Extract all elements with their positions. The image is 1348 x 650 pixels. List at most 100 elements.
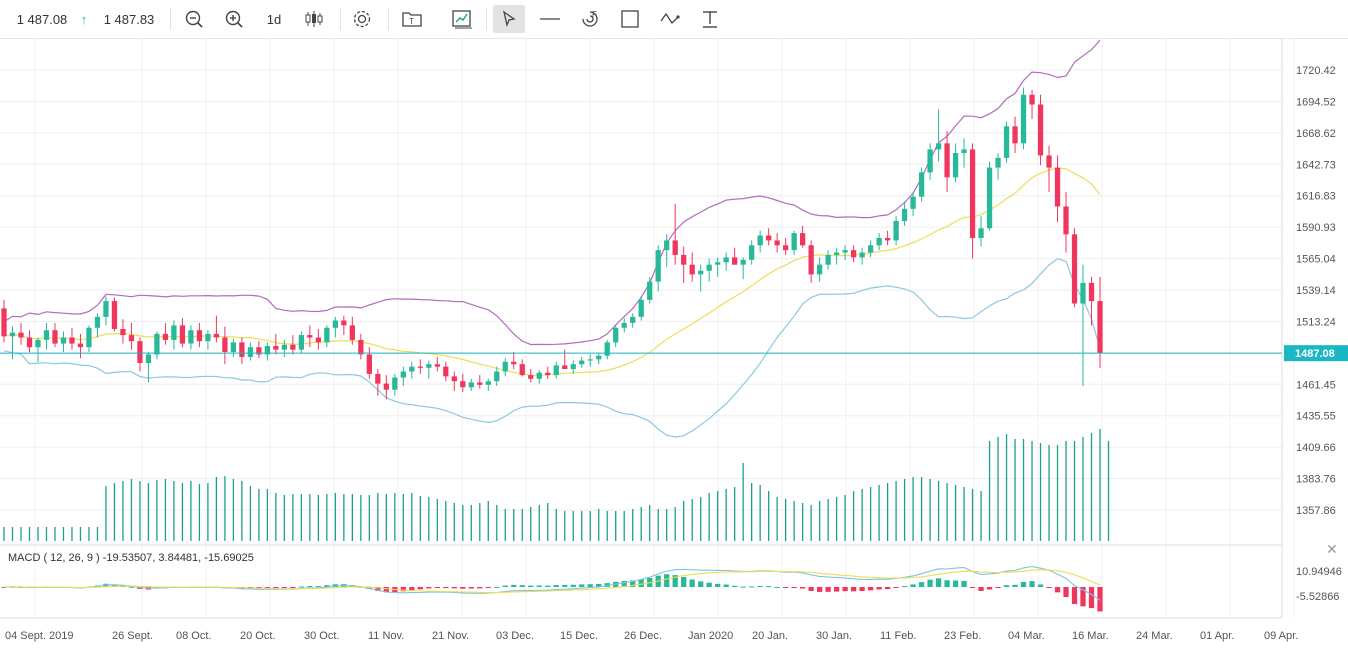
macd-histogram-bar	[494, 586, 500, 588]
zoom-out-icon[interactable]	[180, 5, 208, 33]
zoom-in-icon[interactable]	[220, 5, 248, 33]
time-axis: 04 Sept. 2019 26 Sept. 08 Oct. 20 Oct. 30 Oc…	[5, 630, 1298, 642]
text-icon[interactable]	[696, 5, 724, 33]
macd-histogram-bar	[986, 587, 993, 590]
candle-body	[816, 264, 823, 275]
candle-body	[867, 245, 874, 253]
x-tick-label: 11 Feb.	[880, 630, 917, 642]
macd-histogram-bar	[536, 585, 542, 587]
candle-body	[366, 354, 372, 374]
x-tick-label: 03 Dec.	[496, 630, 534, 642]
candle-body	[825, 254, 831, 265]
macd-histogram-bar	[833, 587, 840, 592]
candle-body	[1029, 94, 1035, 105]
candle-body	[511, 361, 517, 365]
macd-histogram-bar	[562, 585, 568, 587]
macd-histogram-bar	[825, 587, 831, 592]
candle-body	[630, 316, 636, 323]
x-tick-label: 30 Jan.	[816, 630, 852, 642]
candle-body	[460, 381, 466, 388]
macd-histogram-bar	[969, 587, 976, 588]
candles-icon[interactable]	[300, 5, 328, 33]
macd-histogram-bar	[315, 586, 321, 588]
candle-body	[451, 376, 457, 382]
fibonacci-icon[interactable]: F	[576, 5, 604, 33]
candle-body	[35, 339, 41, 348]
candle-body	[978, 228, 984, 238]
candle-body	[969, 149, 976, 238]
x-tick-label: 09 Apr.	[1264, 630, 1298, 642]
candle-body	[171, 325, 177, 340]
macd-histogram-bar	[1088, 587, 1095, 609]
macd-histogram-bar	[867, 587, 874, 591]
candle-body	[477, 382, 483, 385]
candle-body	[893, 220, 899, 241]
macd-histogram-bar	[715, 583, 721, 587]
macd-histogram-bar	[927, 579, 933, 587]
candle-body	[9, 332, 16, 337]
macd-histogram-bar	[511, 584, 517, 587]
candle-body	[443, 366, 449, 377]
candle-body	[400, 371, 406, 378]
chart-type-icon[interactable]	[448, 5, 476, 33]
macd-histogram-bar	[570, 584, 576, 587]
timeframe-button[interactable]: 1d	[266, 11, 282, 27]
candle-body	[18, 332, 24, 338]
candle-body	[783, 245, 789, 251]
macd-histogram-bar	[519, 585, 525, 587]
macd-histogram-bar	[952, 580, 959, 587]
macd-histogram-bar	[103, 583, 109, 587]
candle-body	[205, 333, 211, 342]
macd-histogram-bar	[664, 574, 670, 587]
path-icon[interactable]	[656, 5, 684, 33]
macd-histogram-bar	[434, 587, 440, 588]
line-icon[interactable]	[536, 5, 564, 33]
pointer-icon[interactable]	[493, 5, 525, 33]
template-icon[interactable]: T	[398, 5, 426, 33]
candle-body	[1097, 301, 1103, 354]
macd-histogram-bar	[298, 586, 304, 588]
candle-body	[375, 373, 381, 384]
change-price: 1 487.83	[103, 11, 155, 27]
price-chart[interactable]: 1720.42 1694.52 1668.62 1642.73 1616.83 1590.…	[0, 38, 1348, 650]
macd-histogram-bar	[757, 585, 763, 587]
candle-body	[69, 337, 75, 344]
candle-body	[638, 299, 644, 317]
x-tick-label: 04 Mar.	[1008, 630, 1045, 642]
candle-body	[681, 254, 687, 265]
candle-body	[842, 250, 848, 253]
candle-body	[179, 325, 186, 344]
macd-histogram-bar	[918, 582, 925, 587]
x-tick-label: 15 Dec.	[560, 630, 598, 642]
settings-icon[interactable]	[348, 5, 376, 33]
x-tick-label: 08 Oct.	[176, 630, 211, 642]
rectangle-icon[interactable]	[616, 5, 644, 33]
candle-body	[426, 364, 432, 368]
close-icon[interactable]: ✕	[1326, 541, 1338, 557]
bollinger-lower-line	[3, 258, 1101, 438]
x-tick-label: 11 Nov.	[368, 630, 404, 642]
price-tick-label: 1668.62	[1296, 128, 1336, 140]
macd-histogram-bar	[935, 578, 942, 587]
candle-body	[86, 327, 92, 348]
price-tick-label: 1565.04	[1296, 254, 1336, 266]
candle-body	[1, 308, 7, 337]
price-tick-label: 1539.14	[1296, 285, 1336, 297]
candle-body	[154, 333, 160, 355]
macd-histogram-bar	[732, 585, 738, 587]
candle-body	[358, 339, 364, 355]
macd-tick-label: -5.52866	[1296, 591, 1339, 603]
macd-histogram-bar	[307, 586, 313, 588]
macd-tick-label: 10.94946	[1296, 566, 1342, 578]
macd-histogram-bar	[1029, 581, 1035, 587]
macd-histogram-bar	[901, 585, 908, 587]
candle-body	[485, 381, 491, 385]
candle-body	[230, 342, 237, 353]
candle-body	[290, 344, 296, 350]
macd-histogram-bar	[1097, 587, 1103, 612]
candle-body	[1020, 94, 1027, 144]
macd-histogram-bar	[766, 586, 772, 588]
x-tick-label: 16 Mar.	[1072, 630, 1109, 642]
price-tick-label: 1383.76	[1296, 474, 1336, 486]
candle-body	[528, 375, 534, 379]
